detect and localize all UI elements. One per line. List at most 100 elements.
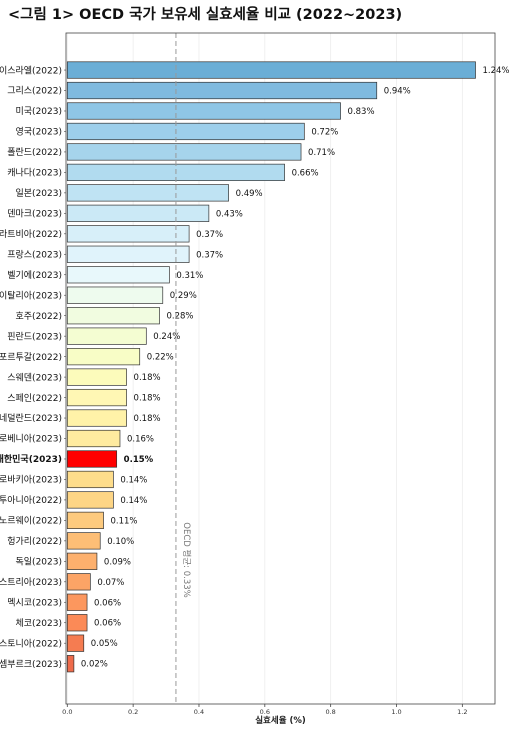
data-label: 0.22%	[147, 353, 174, 363]
bar	[66, 204, 210, 222]
category-label: 폴란드(2022)	[7, 146, 62, 158]
bar	[66, 368, 127, 386]
bar	[66, 429, 121, 448]
data-label: 0.24%	[153, 332, 180, 342]
category-label: 캐나다(2023)	[7, 168, 62, 179]
bar	[66, 573, 91, 591]
data-label: 0.16%	[127, 435, 154, 445]
bar	[66, 102, 341, 120]
data-label: 0.37%	[196, 250, 223, 260]
category-label: 벨기에(2023)	[7, 270, 62, 281]
chart-title: <그림 1> OECD 국가 보유세 실효세율 비교 (2022~2023)	[8, 7, 403, 23]
bar	[66, 81, 378, 100]
data-label: 0.37%	[196, 230, 223, 240]
bar	[66, 225, 190, 243]
bar	[66, 470, 114, 489]
data-label: 0.09%	[104, 557, 131, 567]
data-label: 0.11%	[111, 516, 138, 526]
category-label: 독일(2023)	[16, 557, 63, 568]
reference-line-label: OECD 평균: 0.33%	[181, 522, 192, 597]
data-label: 0.18%	[134, 373, 161, 383]
data-label: 0.07%	[97, 578, 124, 588]
category-label: 스페인(2022)	[7, 393, 62, 404]
category-label: 노르웨이(2022)	[0, 515, 62, 527]
bar	[66, 491, 114, 509]
data-label: 0.94%	[384, 87, 411, 97]
category-label: 셈부르크(2023)	[0, 659, 62, 670]
x-tick-label: 1.2	[457, 708, 467, 716]
x-axis-title: 실효세율 (%)	[255, 715, 306, 726]
bar	[66, 348, 141, 366]
data-label: 0.66%	[292, 168, 319, 178]
plot-frame	[65, 32, 496, 705]
bar	[66, 266, 170, 284]
data-label: 0.15%	[124, 455, 154, 465]
bar	[66, 532, 101, 550]
category-label: 스토니아(2022)	[0, 638, 62, 649]
category-label: 핀란드(2023)	[7, 330, 62, 342]
category-label: 로바키아(2023)	[0, 475, 62, 486]
data-label: 0.83%	[348, 107, 375, 117]
bar	[66, 122, 305, 141]
bar	[66, 552, 98, 570]
category-label: 네덜란드(2023)	[0, 412, 62, 424]
bar	[66, 143, 302, 161]
data-label: 0.14%	[120, 496, 147, 506]
bars: 1.24% 0.94% 0.83% 0.72% 0.71% 0.66% 0.49% 0.43%…	[66, 61, 510, 673]
data-label: 0.29%	[170, 291, 197, 301]
bar	[66, 388, 127, 407]
data-label: 0.31%	[176, 271, 203, 281]
category-label: 멕시코(2023)	[7, 597, 62, 608]
category-label: 이스라엘(2022)	[0, 65, 62, 76]
category-label: 덴마크(2023)	[7, 209, 62, 220]
grid-lines	[66, 33, 463, 704]
category-label: 영국(2023)	[16, 127, 63, 138]
category-label: 그리스(2022)	[7, 86, 62, 97]
x-axis-ticks: 0.0 0.2 0.4 0.6 0.8 1.0 1.2	[62, 704, 468, 716]
category-label: 라트비아(2022)	[0, 229, 62, 240]
bar	[66, 327, 147, 345]
data-label: 0.06%	[94, 619, 121, 629]
bar	[66, 511, 104, 529]
bar	[66, 593, 88, 611]
x-tick-label: 0.2	[128, 708, 138, 716]
category-label: 투아니아(2022)	[0, 495, 62, 506]
category-label: 스트리아(2023)	[0, 577, 62, 588]
x-tick-label: 1.0	[391, 708, 401, 716]
category-label: 스웨덴(2023)	[7, 371, 62, 383]
x-tick-label: 0.6	[260, 708, 270, 716]
category-label: 대한민국(2023)	[0, 453, 62, 465]
bar	[66, 61, 476, 79]
data-label: 1.24%	[483, 66, 510, 76]
bar	[66, 634, 85, 652]
category-label: 헝가리(2022)	[7, 536, 62, 547]
data-label: 0.72%	[311, 127, 338, 137]
bar	[66, 245, 190, 263]
reference-line-group: OECD 평균: 0.33%	[175, 33, 192, 704]
bar	[66, 614, 88, 632]
bar	[66, 409, 127, 427]
bar	[66, 655, 75, 673]
data-label: 0.28%	[166, 312, 193, 322]
bar	[66, 450, 118, 468]
data-label: 0.05%	[91, 639, 118, 649]
category-label: 이탈리아(2023)	[0, 290, 62, 301]
data-label: 0.49%	[236, 189, 263, 199]
data-label: 0.18%	[134, 394, 161, 404]
data-label: 0.10%	[107, 537, 134, 547]
x-tick-label: 0.4	[194, 708, 204, 716]
category-label: 포르투갈(2022)	[0, 352, 62, 363]
bar	[66, 307, 160, 325]
data-label: 0.06%	[94, 598, 121, 608]
bar	[66, 286, 164, 304]
data-label: 0.18%	[134, 414, 161, 424]
data-label: 0.14%	[120, 475, 147, 485]
category-label: 미국(2023)	[16, 106, 63, 117]
data-label: 0.71%	[308, 148, 335, 158]
data-label: 0.02%	[81, 660, 108, 670]
bar	[66, 184, 229, 202]
category-labels: 이스라엘(2022) 그리스(2022) 미국(2023) 영국(2023) 폴란드(2…	[0, 65, 66, 670]
category-label: 호주(2022)	[16, 311, 63, 322]
category-label: 일본(2023)	[16, 188, 63, 199]
